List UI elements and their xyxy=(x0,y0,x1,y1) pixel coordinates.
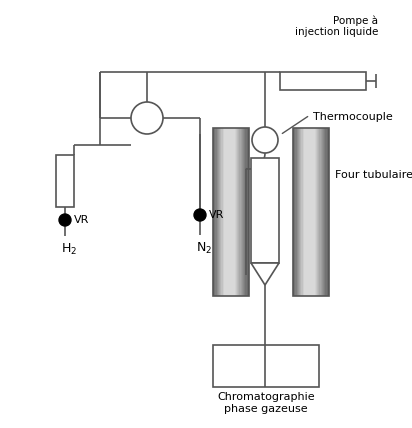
Circle shape xyxy=(194,209,206,221)
Bar xyxy=(311,128,313,296)
Bar xyxy=(227,128,229,296)
Bar xyxy=(297,128,298,296)
Bar xyxy=(218,128,220,296)
Bar xyxy=(236,128,237,296)
Text: Pompe à
injection liquide: Pompe à injection liquide xyxy=(295,15,378,37)
Bar xyxy=(327,128,328,296)
Bar xyxy=(225,128,227,296)
Bar xyxy=(239,128,241,296)
Bar xyxy=(325,128,327,296)
Text: Thermocouple: Thermocouple xyxy=(313,112,393,122)
Bar xyxy=(231,128,233,296)
Bar xyxy=(56,155,74,207)
Bar xyxy=(213,128,215,296)
Bar xyxy=(237,128,239,296)
Bar xyxy=(309,128,310,296)
Text: N$_2$: N$_2$ xyxy=(196,241,212,256)
Bar xyxy=(251,158,279,263)
Bar xyxy=(224,128,225,296)
Bar xyxy=(230,128,232,296)
Bar xyxy=(314,128,315,296)
Bar xyxy=(304,128,306,296)
Bar xyxy=(246,128,247,296)
Bar xyxy=(310,128,311,296)
Text: VR: VR xyxy=(74,215,89,225)
Bar xyxy=(321,128,322,296)
Bar xyxy=(232,128,234,296)
Bar xyxy=(241,128,242,296)
Bar xyxy=(298,128,300,296)
Bar xyxy=(293,128,329,296)
Bar xyxy=(305,128,307,296)
Bar xyxy=(293,128,295,296)
Bar xyxy=(244,128,246,296)
Bar xyxy=(300,128,302,296)
Bar xyxy=(324,128,326,296)
Bar xyxy=(318,128,320,296)
Polygon shape xyxy=(251,263,279,285)
Bar xyxy=(315,128,316,296)
Bar xyxy=(221,128,223,296)
Bar xyxy=(234,128,236,296)
Bar xyxy=(328,128,330,296)
Bar xyxy=(319,128,321,296)
Bar xyxy=(312,128,314,296)
Text: Four tubulaire: Four tubulaire xyxy=(335,170,412,180)
Bar xyxy=(294,128,296,296)
Bar xyxy=(295,128,297,296)
Bar xyxy=(222,128,224,296)
Text: H$_2$: H$_2$ xyxy=(61,242,77,257)
Bar xyxy=(214,128,216,296)
Bar xyxy=(299,128,301,296)
Bar xyxy=(219,128,221,296)
Circle shape xyxy=(59,214,71,226)
Bar xyxy=(247,128,248,296)
Bar xyxy=(248,128,250,296)
Bar xyxy=(243,128,245,296)
Bar xyxy=(316,128,318,296)
Bar xyxy=(302,128,303,296)
Bar xyxy=(234,128,235,296)
Bar xyxy=(213,128,249,296)
Circle shape xyxy=(252,127,278,153)
Bar xyxy=(322,128,323,296)
Bar xyxy=(238,128,240,296)
Bar xyxy=(242,128,243,296)
Bar xyxy=(220,128,222,296)
Bar xyxy=(306,128,308,296)
Bar xyxy=(215,128,217,296)
Bar xyxy=(302,128,304,296)
Circle shape xyxy=(131,102,163,134)
Bar xyxy=(217,128,218,296)
Bar xyxy=(317,128,319,296)
Text: VR: VR xyxy=(209,210,225,220)
Bar xyxy=(280,72,366,90)
Bar xyxy=(226,128,228,296)
Text: Chromatographie
phase gazeuse: Chromatographie phase gazeuse xyxy=(217,392,315,413)
Bar xyxy=(229,128,230,296)
Bar xyxy=(323,128,325,296)
Bar xyxy=(307,128,309,296)
Bar xyxy=(213,345,319,387)
